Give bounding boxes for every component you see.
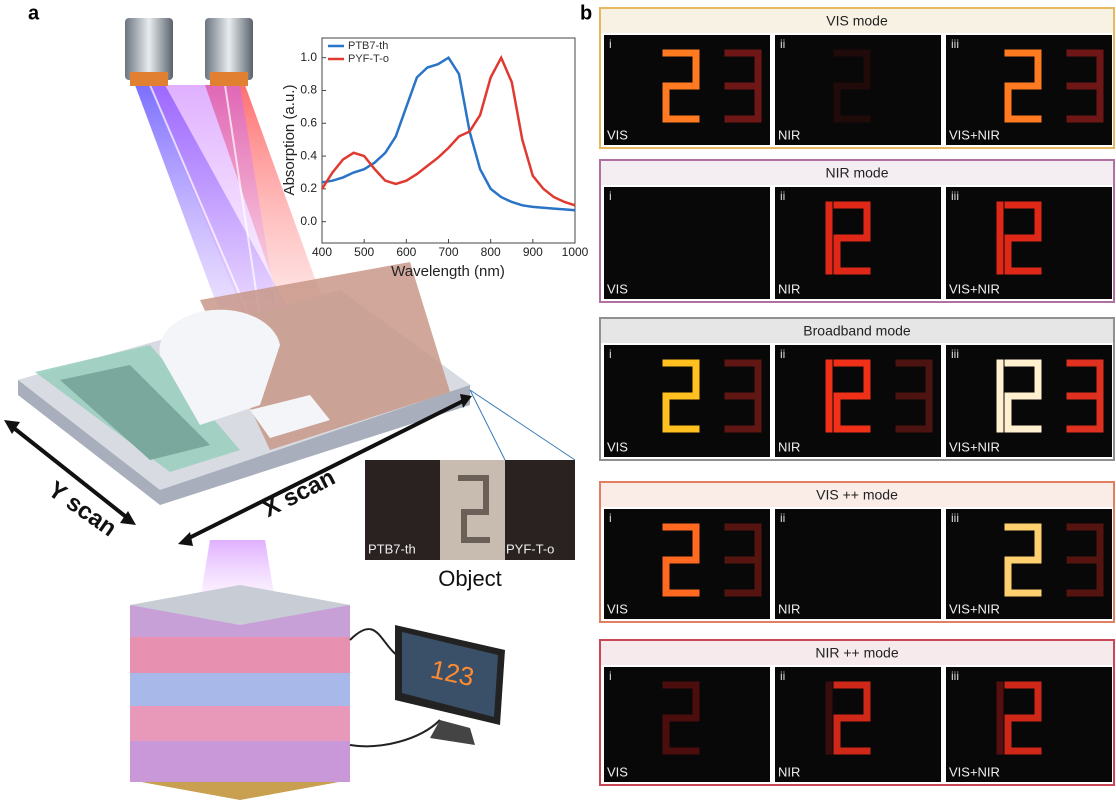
mode-header (601, 161, 1113, 185)
digit-image (662, 523, 762, 597)
panel-numeral: ii (780, 347, 785, 361)
digit-image (662, 49, 762, 123)
mode-title: NIR mode (825, 165, 888, 181)
panel-numeral: ii (780, 37, 785, 51)
panel-label: VIS (607, 127, 628, 142)
x-tick-label: 900 (523, 245, 543, 259)
panel-label: VIS+NIR (949, 764, 1000, 779)
panel-numeral: iii (951, 347, 959, 361)
panel-label: VIS (607, 439, 628, 454)
digit-image (662, 359, 762, 433)
mode-title: Broadband mode (803, 323, 911, 339)
series-line (320, 54, 576, 207)
mode-title: NIR ++ mode (815, 645, 898, 661)
image-panel (775, 509, 941, 619)
panel-numeral: iii (951, 669, 959, 683)
panel-label: NIR (778, 439, 800, 454)
legend-label: PYF-T-o (348, 53, 389, 65)
panel-numeral: ii (780, 511, 785, 525)
panel-numeral: ii (780, 189, 785, 203)
panel-numeral: i (609, 189, 612, 203)
panel-numeral: iii (951, 37, 959, 51)
panel-label: NIR (778, 601, 800, 616)
panel-label: VIS+NIR (949, 281, 1000, 296)
panel-label: VIS (607, 764, 628, 779)
digit-image (662, 681, 700, 755)
plot-frame (321, 37, 576, 244)
digit-image (1004, 523, 1104, 597)
x-tick-label: 1000 (562, 245, 589, 259)
digit-image (1004, 49, 1104, 123)
digit-image (825, 359, 933, 433)
y-tick-label: 0.0 (300, 214, 317, 228)
object-label: PYF-T-o (506, 541, 554, 556)
panel-numeral: ii (780, 669, 785, 683)
mode-header (601, 319, 1113, 343)
series-line (321, 55, 576, 212)
mode-header (601, 9, 1113, 33)
y-tick-label: 0.2 (300, 181, 317, 195)
image-panel (775, 35, 941, 145)
panel-label: VIS (607, 601, 628, 616)
digit-image (833, 49, 871, 123)
x-axis-label: Wavelength (nm) (391, 263, 505, 280)
x-tick-label: 800 (481, 245, 501, 259)
digit-image (996, 201, 1042, 275)
panel-numeral: i (609, 347, 612, 361)
digit-image (825, 201, 871, 275)
object-label: PTB7-th (368, 541, 416, 556)
panel-numeral: i (609, 37, 612, 51)
x-tick-label: 500 (354, 245, 374, 259)
panel-numeral: iii (951, 189, 959, 203)
y-tick-label: 1.0 (300, 50, 317, 64)
panel-label: VIS (607, 281, 628, 296)
object-caption: Object (438, 566, 502, 591)
panel-numeral: i (609, 511, 612, 525)
legend-label: PTB7-th (348, 40, 388, 52)
illustration (4, 18, 576, 800)
panel-numeral: iii (951, 511, 959, 525)
y-axis-label: Absorption (a.u.) (281, 85, 298, 196)
panel-numeral: i (609, 669, 612, 683)
y-tick-label: 0.4 (300, 148, 317, 162)
panel-label: NIR (778, 127, 800, 142)
y-tick-label: 0.6 (300, 115, 317, 129)
digit-image (996, 681, 1042, 755)
panel-label: b (580, 2, 592, 24)
x-tick-label: 400 (312, 245, 332, 259)
mode-header (601, 483, 1113, 507)
y-tick-label: 0.8 (300, 83, 317, 97)
panel-label: NIR (778, 764, 800, 779)
digit-image (825, 681, 871, 755)
digit-image (996, 359, 1104, 433)
panel-label: VIS+NIR (949, 601, 1000, 616)
panel-label: VIS+NIR (949, 127, 1000, 142)
x-tick-label: 700 (438, 245, 458, 259)
mode-title: VIS ++ mode (816, 487, 898, 503)
panel-label: VIS+NIR (949, 439, 1000, 454)
mode-title: VIS mode (826, 13, 888, 29)
x-tick-label: 600 (396, 245, 416, 259)
panel-label: a (28, 2, 40, 24)
panel-label: NIR (778, 281, 800, 296)
image-panel (604, 187, 770, 299)
absorption-chart: Absorption (a.u.) Wavelength (nm) 0.0 0.2… (281, 37, 589, 280)
mode-header (601, 641, 1113, 665)
